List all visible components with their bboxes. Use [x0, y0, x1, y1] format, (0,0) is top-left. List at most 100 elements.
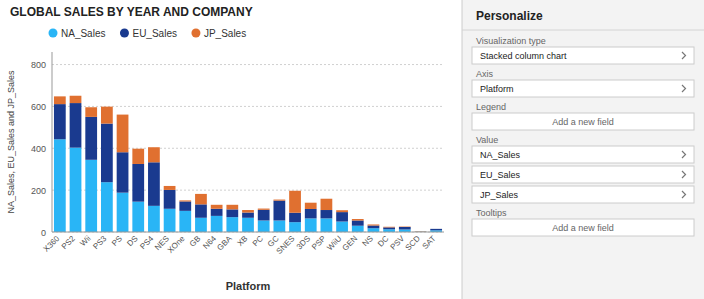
x-tick-label: PS2	[60, 234, 77, 251]
bar-segment	[117, 152, 129, 192]
bar-segment	[211, 216, 223, 232]
x-tick-label: GB	[188, 234, 203, 249]
panel-field-text: NA_Sales	[480, 150, 521, 160]
legend-label: NA_Sales	[61, 28, 105, 39]
panel-section-label: Axis	[476, 69, 494, 79]
panel-section-label: Value	[476, 135, 498, 145]
x-tick-label: GBA	[215, 234, 234, 253]
bar-segment	[101, 124, 113, 183]
title: GLOBAL SALES BY YEAR AND COMPANY	[10, 5, 253, 19]
panel-field[interactable]	[472, 186, 694, 203]
bar-segment	[336, 222, 348, 232]
bar-segment	[195, 194, 207, 204]
bar-segment	[164, 190, 176, 209]
x-tick-label: WiiU	[325, 234, 343, 252]
bar-segment	[132, 202, 144, 232]
panel-field[interactable]	[472, 113, 694, 130]
panel-field-text: Add a new field	[552, 117, 614, 127]
bar-segment	[430, 228, 442, 229]
bar-segment	[132, 164, 144, 202]
bar-segment	[70, 96, 82, 103]
y-tick-label: 200	[31, 186, 46, 196]
bar-segment	[148, 147, 160, 162]
bar-segment	[101, 107, 113, 124]
bar-segment	[430, 229, 442, 230]
bar-segment	[179, 211, 191, 232]
bar-segment	[273, 200, 285, 201]
panel-chevron	[682, 52, 686, 59]
panel-section-label: Tooltips	[476, 208, 507, 218]
bar-segment	[164, 209, 176, 232]
y-axis: 0 200 400 600 800	[31, 52, 444, 238]
panel-field[interactable]	[472, 47, 694, 64]
bar-segment	[54, 96, 66, 104]
bar-segment	[368, 224, 380, 225]
y-tick-label: 800	[31, 60, 46, 70]
bar-segment	[352, 220, 364, 225]
legend-label: EU_Sales	[132, 28, 176, 39]
bar-segment	[226, 217, 238, 232]
panel-field[interactable]	[472, 219, 694, 236]
bar-segment	[258, 220, 270, 232]
bar-segment	[70, 148, 82, 232]
y-tick-label: 0	[41, 228, 46, 238]
y-axis-label: NA_Sales, EU_Sales and JP_Sales	[6, 70, 16, 214]
panel-chevron	[682, 85, 686, 92]
panel-field-text: JP_Sales	[480, 190, 519, 200]
legend-marker	[49, 29, 58, 38]
bar-segment	[195, 204, 207, 217]
x-tick-label: Wii	[78, 234, 92, 248]
y-tick-label: 400	[31, 144, 46, 154]
bar-segment	[226, 205, 238, 210]
x-tick-label: PS3	[91, 234, 108, 251]
x-tick-label: PSV	[389, 234, 407, 252]
bar-segment	[336, 212, 348, 221]
bar-segment	[164, 186, 176, 190]
bar-segment	[179, 200, 191, 201]
bar-segment	[273, 220, 285, 232]
bar-segment	[148, 206, 160, 232]
x-axis-line	[52, 232, 444, 233]
x-tick-label: XB	[236, 234, 250, 248]
bar-segment	[399, 226, 411, 227]
bar-segment	[383, 227, 395, 229]
panel-field[interactable]	[472, 80, 694, 97]
bar-segment	[352, 226, 364, 232]
x-axis: X360PS2WiiPS3PSDSPS4NESXOneGBN64GBAXBPCG…	[42, 232, 444, 256]
bar-segment	[273, 201, 285, 221]
bar-segment	[289, 213, 301, 222]
x-tick-label: DS	[125, 234, 139, 248]
x-axis-label: Platform	[226, 280, 271, 292]
x-tick-label: PSP	[310, 234, 328, 252]
x-tick-label: PS	[110, 234, 124, 248]
bar-segment	[399, 227, 411, 230]
bar-segment	[368, 228, 380, 232]
panel-field[interactable]	[472, 166, 694, 183]
bar-segment	[117, 193, 129, 232]
bar-segment	[211, 205, 223, 209]
bar-segment	[258, 209, 270, 210]
panel-field-text: Add a new field	[552, 223, 614, 233]
bar-segment	[85, 160, 97, 232]
legend: NA_SalesEU_SalesJP_Sales	[49, 28, 247, 39]
panel-field-text: EU_Sales	[480, 170, 521, 180]
panel-chevron	[682, 191, 686, 198]
panel-chevron	[682, 171, 686, 178]
y-axis-line	[52, 52, 53, 232]
bar-segment	[70, 103, 82, 148]
x-tick-label: SCD	[404, 234, 422, 252]
bar-segment	[211, 209, 223, 216]
bar-segment	[132, 149, 144, 164]
legend-marker	[191, 29, 200, 38]
bar-segment	[148, 162, 160, 206]
bar-segment	[242, 213, 254, 218]
panel-field[interactable]	[472, 146, 694, 163]
panel-border	[462, 0, 463, 299]
bar-segment	[117, 115, 129, 153]
bars	[54, 96, 442, 232]
chart-root: GLOBAL SALES BY YEAR AND COMPANY NA_Sales…	[0, 0, 704, 299]
bar-segment	[289, 222, 301, 232]
y-tick-label: 600	[31, 102, 46, 112]
panel-section-label: Visualization type	[476, 36, 546, 46]
panel-field-text: Platform	[480, 84, 514, 94]
